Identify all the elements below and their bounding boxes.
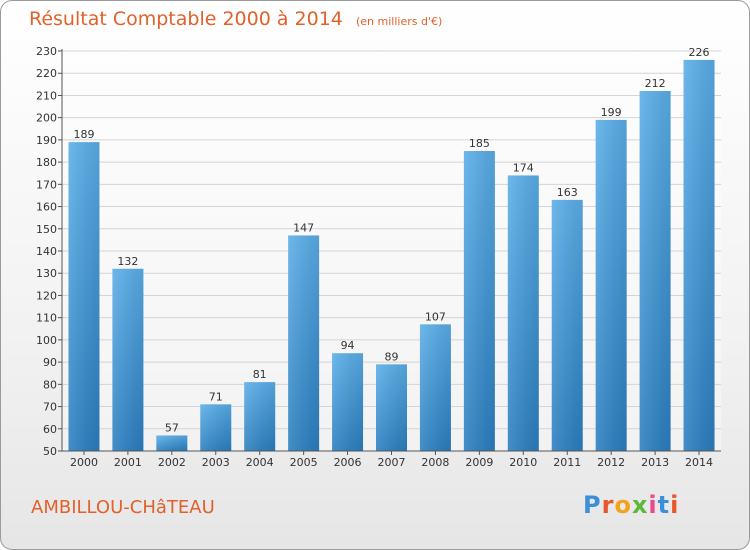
y-tick-label: 110 xyxy=(36,312,57,325)
y-tick-label: 60 xyxy=(43,423,57,436)
data-label: 57 xyxy=(165,421,179,434)
data-label: 81 xyxy=(253,368,267,381)
bar-shade xyxy=(244,382,276,451)
x-tick-label: 2011 xyxy=(553,456,581,469)
data-label: 212 xyxy=(645,77,666,90)
y-tick-label: 160 xyxy=(36,201,57,214)
data-label: 147 xyxy=(293,221,314,234)
chart-title: Résultat Comptable 2000 à 2014 xyxy=(29,8,343,30)
x-tick-label: 2001 xyxy=(114,456,142,469)
x-tick-label: 2009 xyxy=(465,456,493,469)
chart-subtitle: (en milliers d'€) xyxy=(355,15,443,28)
x-tick-label: 2000 xyxy=(70,456,98,469)
x-tick-label: 2008 xyxy=(421,456,449,469)
data-label: 107 xyxy=(425,310,446,323)
bar-shade xyxy=(551,199,583,451)
y-tick-label: 200 xyxy=(36,112,57,125)
data-label: 89 xyxy=(385,350,399,363)
y-tick-label: 170 xyxy=(36,178,57,191)
y-tick-label: 140 xyxy=(36,245,57,258)
location-label: AMBILLOU-CHâTEAU xyxy=(31,497,215,518)
x-tick-label: 2010 xyxy=(509,456,537,469)
brand-logo: Proxiti xyxy=(583,491,679,519)
bar-shade xyxy=(288,235,320,451)
data-label: 226 xyxy=(689,46,710,59)
x-tick-label: 2004 xyxy=(246,456,274,469)
bar-shade xyxy=(332,353,364,451)
data-label: 132 xyxy=(117,255,138,268)
x-tick-label: 2003 xyxy=(202,456,230,469)
x-tick-label: 2007 xyxy=(378,456,406,469)
bar-shade xyxy=(639,91,671,451)
brand-letter: o xyxy=(614,491,632,519)
data-label: 185 xyxy=(469,137,490,150)
y-tick-label: 230 xyxy=(36,45,57,58)
y-tick-label: 100 xyxy=(36,334,57,347)
data-label: 163 xyxy=(557,186,578,199)
brand-letter: t xyxy=(657,491,671,519)
data-label: 189 xyxy=(73,128,94,141)
x-tick-label: 2012 xyxy=(597,456,625,469)
title-block: Résultat Comptable 2000 à 2014 (en milli… xyxy=(29,8,442,30)
y-tick-label: 150 xyxy=(36,223,57,236)
bar-shade xyxy=(507,175,539,451)
bar-shade xyxy=(595,119,627,451)
brand-letter: r xyxy=(601,491,615,519)
bar-shade xyxy=(376,364,407,451)
y-tick-label: 190 xyxy=(36,134,57,147)
y-tick-label: 90 xyxy=(43,356,57,369)
y-tick-label: 120 xyxy=(36,289,57,302)
x-tick-label: 2005 xyxy=(290,456,318,469)
data-label: 199 xyxy=(601,106,622,119)
y-tick-label: 220 xyxy=(36,67,57,80)
y-tick-label: 70 xyxy=(43,401,57,414)
x-tick-label: 2002 xyxy=(158,456,186,469)
bar-shade xyxy=(112,268,144,451)
bar-shade xyxy=(683,59,715,452)
bar-shade xyxy=(68,142,100,451)
bar-shade xyxy=(156,435,188,451)
y-tick-label: 50 xyxy=(43,445,57,458)
y-tick-label: 180 xyxy=(36,156,57,169)
data-label: 94 xyxy=(341,339,355,352)
brand-letter: i xyxy=(648,491,658,519)
brand-letter: i xyxy=(670,491,680,519)
bar-shade xyxy=(419,324,451,451)
x-tick-label: 2014 xyxy=(685,456,713,469)
y-tick-label: 210 xyxy=(36,89,57,102)
data-label: 174 xyxy=(513,161,534,174)
bar-shade xyxy=(200,404,232,451)
x-tick-label: 2006 xyxy=(334,456,362,469)
data-label: 71 xyxy=(209,390,223,403)
bar-shade xyxy=(463,151,495,451)
brand-letter: P xyxy=(583,491,602,519)
brand-letter: x xyxy=(631,491,649,519)
y-tick-label: 80 xyxy=(43,378,57,391)
x-tick-label: 2013 xyxy=(641,456,669,469)
y-tick-label: 130 xyxy=(36,267,57,280)
